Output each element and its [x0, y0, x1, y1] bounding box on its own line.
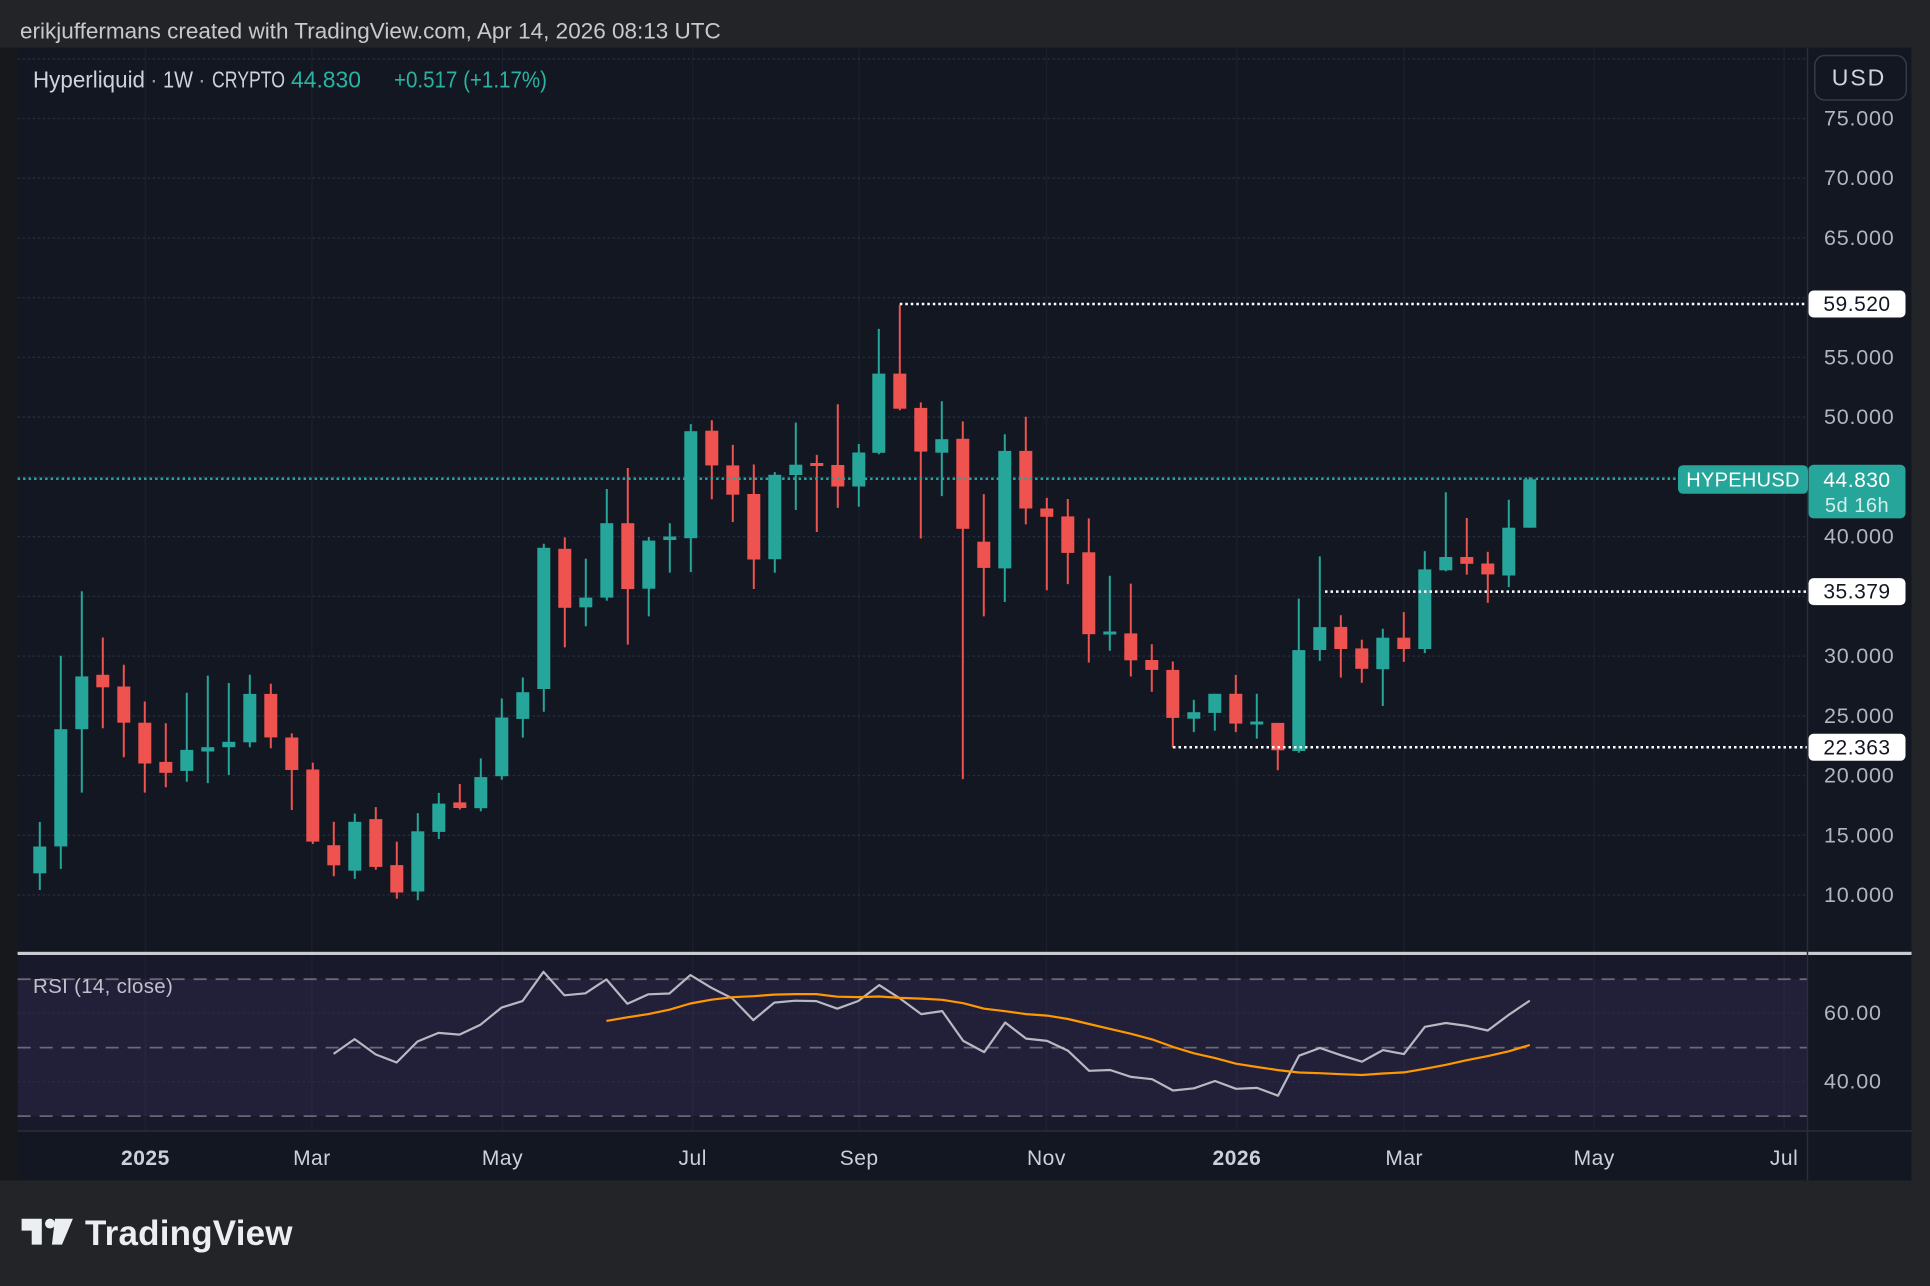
svg-text:RSI (14, close): RSI (14, close)	[33, 975, 173, 998]
svg-text:44.830: 44.830	[1823, 469, 1890, 492]
svg-text:40.000: 40.000	[1824, 525, 1895, 549]
svg-text:May: May	[482, 1147, 523, 1170]
svg-text:75.000: 75.000	[1824, 107, 1895, 131]
svg-text:55.000: 55.000	[1824, 345, 1895, 369]
svg-text:40.00: 40.00	[1824, 1070, 1882, 1094]
svg-text:Nov: Nov	[1027, 1147, 1066, 1170]
svg-text:70.000: 70.000	[1824, 166, 1895, 190]
svg-text:15.000: 15.000	[1824, 823, 1895, 847]
svg-text:HYPEHUSD: HYPEHUSD	[1686, 470, 1800, 492]
svg-text:Jul: Jul	[679, 1147, 707, 1170]
svg-text:10.000: 10.000	[1824, 883, 1895, 907]
svg-text:Jul: Jul	[1770, 1147, 1798, 1170]
svg-text:May: May	[1574, 1147, 1615, 1170]
svg-text:TradingView: TradingView	[85, 1214, 293, 1253]
svg-text:50.000: 50.000	[1824, 405, 1895, 429]
svg-text:59.520: 59.520	[1823, 293, 1890, 316]
svg-text:2025: 2025	[121, 1147, 170, 1170]
svg-text:30.000: 30.000	[1824, 644, 1895, 668]
svg-text:5d 16h: 5d 16h	[1825, 495, 1889, 517]
svg-text:22.363: 22.363	[1823, 736, 1890, 759]
svg-text:35.379: 35.379	[1823, 581, 1890, 604]
svg-text:65.000: 65.000	[1824, 226, 1895, 250]
svg-text:Mar: Mar	[1385, 1147, 1423, 1170]
svg-text:60.00: 60.00	[1824, 1001, 1882, 1025]
svg-text:20.000: 20.000	[1824, 764, 1895, 788]
svg-text:Mar: Mar	[293, 1147, 331, 1170]
svg-text:erikjuffermans created with Tr: erikjuffermans created with TradingView.…	[20, 19, 721, 44]
svg-text:25.000: 25.000	[1824, 704, 1895, 728]
svg-text:USD: USD	[1832, 65, 1887, 91]
svg-text:Sep: Sep	[840, 1147, 879, 1170]
svg-text:2026: 2026	[1213, 1147, 1262, 1170]
